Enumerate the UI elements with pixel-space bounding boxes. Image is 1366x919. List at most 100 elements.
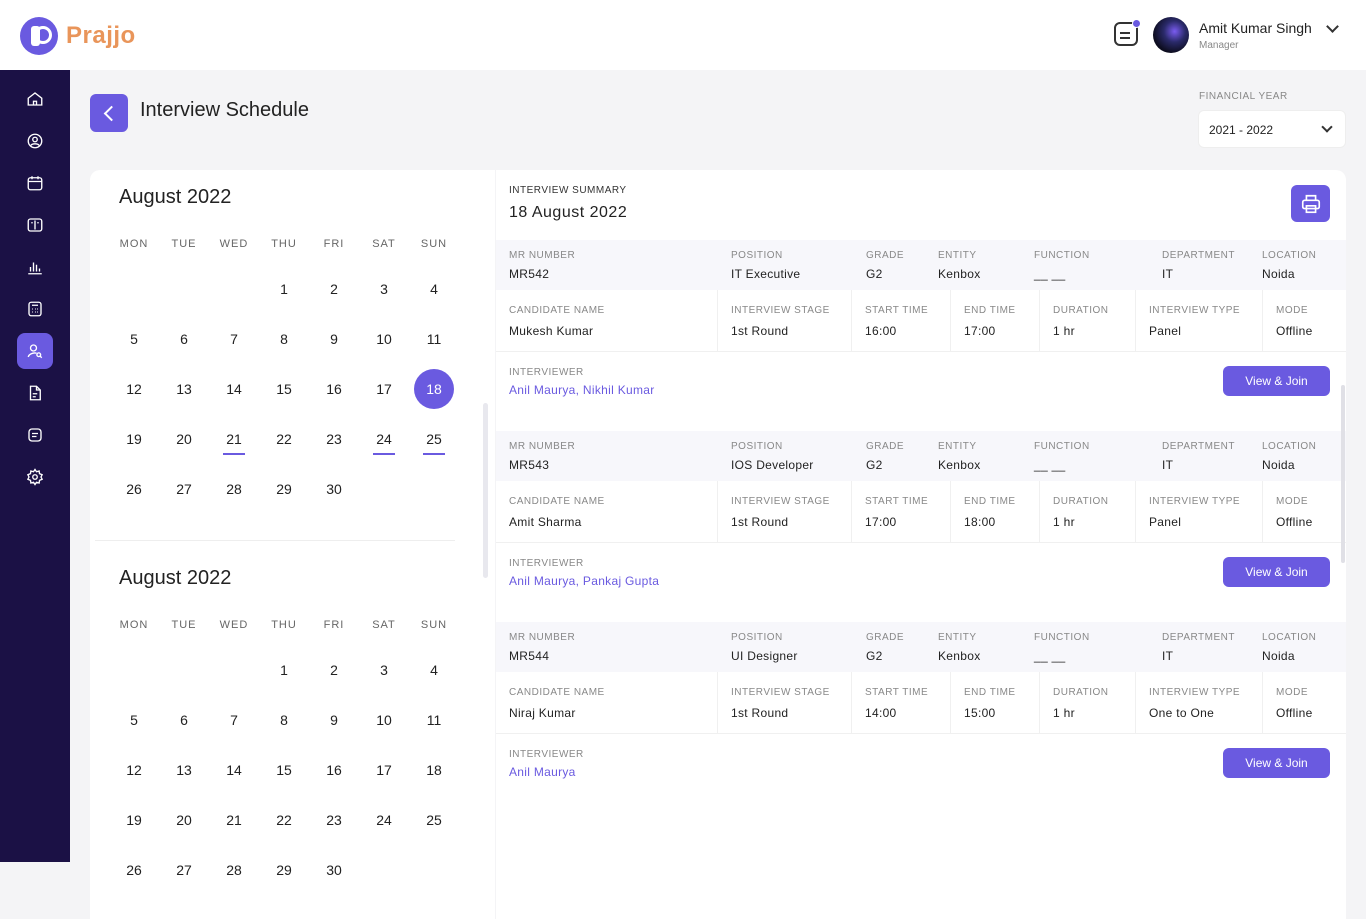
summary-scrollbar[interactable]	[1341, 385, 1345, 563]
calendar-day[interactable]: 25	[409, 795, 459, 845]
field-value: MR542	[509, 267, 550, 281]
calendar-day[interactable]: 17	[359, 745, 409, 795]
calendar-day[interactable]: 2	[309, 645, 359, 695]
calendar-day[interactable]: 20	[159, 795, 209, 845]
sidebar-item-documents[interactable]	[17, 375, 53, 411]
calendar-day[interactable]: 11	[409, 695, 459, 745]
calendar-day-number: 9	[330, 331, 338, 347]
sidebar-item-calendar[interactable]	[17, 165, 53, 201]
calendar-day[interactable]: 1	[259, 645, 309, 695]
interviewer-names[interactable]: Anil Maurya, Nikhil Kumar	[509, 383, 655, 397]
interviewer-names[interactable]: Anil Maurya, Pankaj Gupta	[509, 574, 660, 588]
calendar-day[interactable]: 27	[159, 845, 209, 895]
view-join-button[interactable]: View & Join	[1223, 557, 1330, 587]
calendar-day[interactable]: 25	[409, 414, 459, 464]
calendar-day[interactable]: 15	[259, 364, 309, 414]
calendar-day[interactable]: 23	[309, 414, 359, 464]
calendar-day[interactable]: 24	[359, 795, 409, 845]
calendar-day[interactable]: 22	[259, 795, 309, 845]
user-name[interactable]: Amit Kumar Singh	[1199, 20, 1312, 36]
chevron-down-icon	[1321, 121, 1333, 133]
calendar-day[interactable]: 28	[209, 845, 259, 895]
field-value: IT	[1162, 649, 1174, 663]
sidebar-item-tasks[interactable]	[17, 417, 53, 453]
calendar-day[interactable]: 30	[309, 464, 359, 514]
sidebar-item-home[interactable]	[17, 81, 53, 117]
financial-year-select[interactable]: 2021 - 2022	[1198, 110, 1346, 148]
view-join-button[interactable]: View & Join	[1223, 748, 1330, 778]
field-value: __ __	[1034, 267, 1066, 281]
calendar-day[interactable]: 27	[159, 464, 209, 514]
back-button[interactable]	[90, 94, 128, 132]
calendar-day[interactable]: 4	[409, 645, 459, 695]
sidebar-item-calculator[interactable]	[17, 291, 53, 327]
calendar-day[interactable]: 6	[159, 314, 209, 364]
calendar-day[interactable]: 7	[209, 314, 259, 364]
start-time-cell: START TIME 16:00	[852, 290, 951, 352]
calendar-day[interactable]: 29	[259, 464, 309, 514]
calendar-day[interactable]: 20	[159, 414, 209, 464]
view-join-button[interactable]: View & Join	[1223, 366, 1330, 396]
calendar-day[interactable]: 26	[109, 845, 159, 895]
calendar-day[interactable]: 15	[259, 745, 309, 795]
calendar-day[interactable]: 22	[259, 414, 309, 464]
calendar-day[interactable]: 9	[309, 314, 359, 364]
calendar-day[interactable]: 30	[309, 845, 359, 895]
field-label: FUNCTION	[1034, 441, 1090, 452]
sidebar-item-settings[interactable]	[17, 459, 53, 495]
calendar-day[interactable]: 3	[359, 645, 409, 695]
field-label: START TIME	[865, 496, 929, 507]
interviewer-names[interactable]: Anil Maurya	[509, 765, 576, 779]
calendar-day[interactable]: 13	[159, 745, 209, 795]
calendar-day[interactable]: 14	[209, 745, 259, 795]
calendar-day-number: 3	[380, 281, 388, 297]
calendar-day-number: 13	[176, 381, 192, 397]
chevron-down-icon[interactable]	[1326, 20, 1339, 33]
calendar-day[interactable]: 8	[259, 314, 309, 364]
calendar-day[interactable]: 13	[159, 364, 209, 414]
calendar-day[interactable]: 6	[159, 695, 209, 745]
calendar-day[interactable]: 5	[109, 314, 159, 364]
calendar-day[interactable]: 2	[309, 264, 359, 314]
calendar-day[interactable]: 17	[359, 364, 409, 414]
calendar-day[interactable]: 10	[359, 314, 409, 364]
calendar-day[interactable]: 4	[409, 264, 459, 314]
interview-type-cell: INTERVIEW TYPE Panel	[1136, 290, 1263, 352]
print-button[interactable]	[1291, 185, 1330, 222]
calendar-day[interactable]: 23	[309, 795, 359, 845]
calendar-day[interactable]: 11	[409, 314, 459, 364]
calendar-day[interactable]: 21	[209, 414, 259, 464]
calendar-day[interactable]: 16	[309, 364, 359, 414]
calendar-day[interactable]: 29	[259, 845, 309, 895]
sidebar-item-profile[interactable]	[17, 123, 53, 159]
calendar-day[interactable]: 28	[209, 464, 259, 514]
avatar[interactable]	[1153, 17, 1189, 53]
calendar-day[interactable]: 19	[109, 414, 159, 464]
calendar-day[interactable]: 12	[109, 364, 159, 414]
document-icon	[29, 385, 41, 401]
brand-logo[interactable]: Prajjo	[20, 17, 136, 55]
calendar-day[interactable]: 21	[209, 795, 259, 845]
calendar-day[interactable]: 18	[409, 745, 459, 795]
calendar-day[interactable]: 5	[109, 695, 159, 745]
calendar-day[interactable]: 9	[309, 695, 359, 745]
sidebar-item-reports[interactable]	[17, 249, 53, 285]
calendar-scrollbar[interactable]	[483, 403, 488, 578]
calendar-day[interactable]: 3	[359, 264, 409, 314]
calendar-day[interactable]: 14	[209, 364, 259, 414]
calendar-day[interactable]: 1	[259, 264, 309, 314]
calendar-day[interactable]: 24	[359, 414, 409, 464]
calendar-day[interactable]: 12	[109, 745, 159, 795]
interview-stage-cell: INTERVIEW STAGE 1st Round	[718, 481, 852, 543]
calendar-day[interactable]: 8	[259, 695, 309, 745]
calendar-day-number: 3	[380, 662, 388, 678]
calendar-day[interactable]: 16	[309, 745, 359, 795]
sidebar-item-recruitment[interactable]	[17, 333, 53, 369]
sidebar-item-library[interactable]	[17, 207, 53, 243]
calendar-day[interactable]: 19	[109, 795, 159, 845]
notification-icon[interactable]	[1114, 19, 1141, 46]
calendar-day[interactable]: 26	[109, 464, 159, 514]
calendar-day[interactable]: 7	[209, 695, 259, 745]
calendar-day[interactable]: 10	[359, 695, 409, 745]
calendar-day[interactable]: 18	[409, 364, 459, 414]
